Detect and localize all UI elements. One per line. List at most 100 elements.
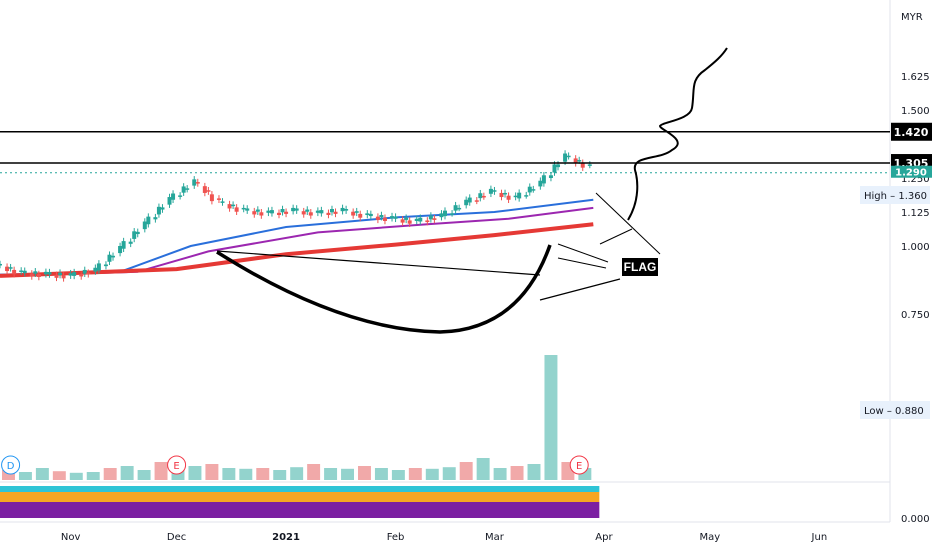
candle-body [93, 267, 98, 272]
candle-body [481, 195, 486, 198]
candle-body [527, 186, 532, 193]
candle-body [128, 241, 133, 244]
volume-bar [476, 458, 490, 480]
candle-body [118, 246, 123, 254]
candle-body [301, 211, 306, 215]
price-tick-label: 1.250 [901, 174, 930, 185]
event-marker-circle [167, 455, 187, 475]
high-label-text: High – 1.360 [864, 191, 927, 202]
candle-body [577, 160, 582, 162]
candle-body [548, 175, 553, 178]
candle-body [61, 275, 66, 279]
candle-body [280, 209, 285, 213]
candle-body [538, 180, 543, 187]
candle-body [418, 217, 423, 222]
candle-body [58, 272, 63, 276]
candle-body [185, 188, 190, 190]
volume-bar [391, 470, 405, 480]
volume-bar [35, 468, 49, 480]
level-label-text: 1.420 [894, 126, 929, 139]
candle-body [340, 207, 345, 212]
candle-body [195, 182, 200, 184]
candle-body [556, 164, 561, 168]
candle-body [79, 274, 84, 277]
candle-body [563, 153, 568, 162]
event-marker-letter: D [7, 461, 15, 472]
flag-annotation[interactable]: FLAG [622, 258, 658, 276]
candle-body [404, 217, 409, 220]
volume-bars [2, 355, 592, 480]
candle-body [506, 195, 511, 200]
candle-body [552, 164, 557, 173]
time-tick-label: Apr [595, 532, 613, 543]
candle-body [390, 216, 395, 219]
candle-body [379, 214, 384, 218]
volume-bar [69, 472, 83, 480]
low-label-box [860, 401, 930, 419]
candle-body [178, 195, 183, 197]
resistance-trendline [216, 250, 541, 276]
cup-curve [216, 244, 552, 334]
candle-body [573, 158, 578, 164]
candle-body [587, 164, 592, 166]
last-price-label-text: 1.290 [895, 168, 927, 179]
candle-body [22, 270, 27, 274]
currency-label: MYR [901, 12, 923, 23]
candle-body [566, 155, 571, 158]
candle-body [36, 274, 41, 278]
candle-body [443, 210, 447, 217]
event-marker-letter: E [173, 461, 179, 472]
flag-label-box [622, 258, 658, 276]
high-label-box [860, 186, 930, 204]
trendline-drawings[interactable] [0, 47, 890, 334]
candle-body [351, 211, 356, 216]
volume-bar [205, 464, 219, 480]
candle-body [142, 221, 147, 230]
price-axis: 1.625 1.500 1.250 1.125 1.000 0.750 0.000 [901, 72, 930, 525]
event-marker[interactable]: E [569, 455, 589, 475]
time-tick-label: Dec [167, 532, 186, 543]
ribbon-purple [0, 502, 600, 518]
candle-body [517, 192, 522, 199]
price-tick-label: 1.625 [901, 72, 930, 83]
volume-bar [324, 468, 338, 480]
candle-body [368, 213, 373, 217]
candle-body [439, 213, 444, 218]
candle-body [284, 211, 289, 214]
volume-bar [256, 468, 270, 480]
last-price-label-box [891, 165, 932, 178]
high-low-labels: High – 1.360 Low – 0.880 [860, 186, 930, 419]
candle-body [294, 208, 299, 211]
candle-body [488, 188, 493, 194]
volume-bar [374, 468, 388, 480]
candle-body [478, 193, 483, 199]
volume-bar [493, 468, 507, 480]
candle-body [29, 273, 34, 277]
candle-body [400, 219, 405, 223]
volume-bar [307, 464, 321, 480]
time-tick-label: 2021 [272, 532, 300, 543]
candle-body [160, 207, 165, 210]
pennant-line [557, 257, 607, 269]
candle-body [103, 264, 108, 267]
candle-body [308, 212, 313, 216]
candle-body [259, 212, 264, 216]
candle-body [72, 272, 77, 276]
candle-body [68, 273, 73, 276]
candle-body [432, 218, 437, 220]
candle-body [315, 210, 320, 213]
candle-body [354, 211, 359, 213]
event-marker[interactable]: D [1, 455, 21, 475]
volume-bar [120, 466, 134, 480]
candle-body [255, 209, 260, 212]
candle-body [132, 231, 137, 239]
candle-body [181, 186, 186, 193]
volume-bar [442, 467, 456, 480]
time-tick-label: Nov [61, 532, 81, 543]
candle-body [365, 213, 370, 215]
event-marker[interactable]: E [167, 455, 187, 475]
candle-body [167, 197, 172, 205]
